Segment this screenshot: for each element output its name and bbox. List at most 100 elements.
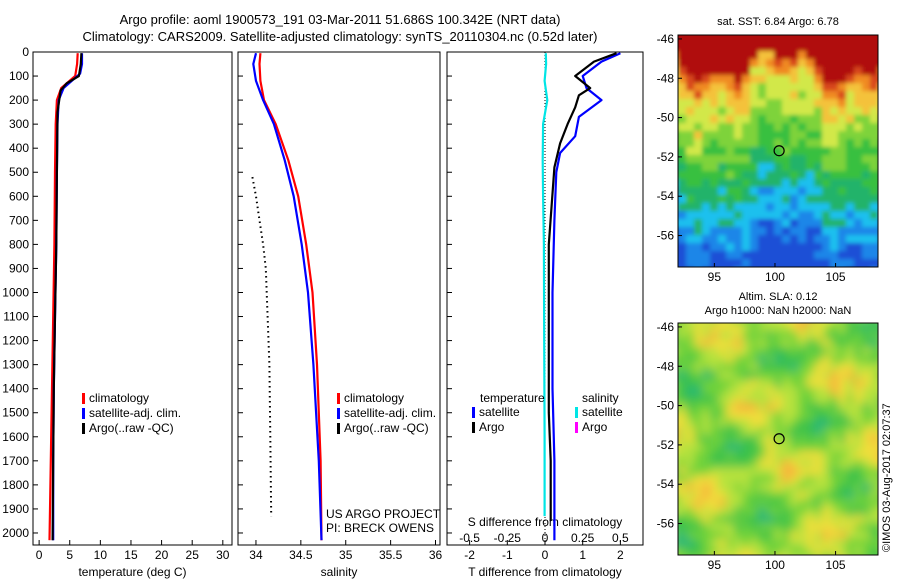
sla-cell	[846, 323, 855, 332]
sst-cell	[678, 163, 687, 172]
sst-cell	[838, 243, 847, 252]
sst-cell	[726, 163, 735, 172]
sla-cell	[694, 523, 703, 532]
sla-cell	[726, 507, 735, 516]
sla-cell	[830, 379, 839, 388]
sla-cell	[830, 403, 839, 412]
sst-cell	[838, 51, 847, 60]
map-x-tick-label: 95	[708, 558, 722, 572]
sst-cell	[822, 171, 831, 180]
sla-cell	[814, 331, 823, 340]
sla-cell	[782, 411, 791, 420]
sla-cell	[846, 347, 855, 356]
sla-cell	[814, 539, 823, 548]
sst-cell	[742, 59, 751, 68]
sst-cell	[878, 123, 887, 132]
sla-cell	[750, 339, 759, 348]
sla-cell	[742, 427, 751, 436]
sla-cell	[734, 555, 743, 564]
sst-cell	[862, 227, 871, 236]
sst-cell	[878, 139, 887, 148]
sla-cell	[718, 339, 727, 348]
sla-cell	[766, 355, 775, 364]
sst-cell	[878, 235, 887, 244]
sla-cell	[830, 507, 839, 516]
sla-cell	[750, 491, 759, 500]
sst-cell	[702, 131, 711, 140]
sst-cell	[862, 211, 871, 220]
sst-cell	[798, 179, 807, 188]
sst-cell	[678, 211, 687, 220]
sla-cell	[734, 371, 743, 380]
sla-cell	[782, 531, 791, 540]
sst-cell	[718, 115, 727, 124]
sla-cell	[774, 435, 783, 444]
sla-cell	[846, 355, 855, 364]
sst-cell	[870, 139, 878, 148]
sst-cell	[878, 259, 887, 268]
sla-cell	[766, 323, 775, 332]
sla-cell	[726, 531, 735, 540]
sst-cell	[870, 91, 878, 100]
sla-cell	[846, 427, 855, 436]
sla-cell	[678, 443, 687, 452]
sst-cell	[854, 259, 863, 267]
sst-cell	[702, 147, 711, 156]
sla-cell	[694, 379, 703, 388]
sla-cell	[798, 403, 807, 412]
sla-cell	[830, 475, 839, 484]
sst-cell	[870, 227, 878, 236]
sst-cell	[694, 171, 703, 180]
sla-cell	[782, 443, 791, 452]
sst-cell	[694, 155, 703, 164]
sla-cell	[846, 467, 855, 476]
sla-cell	[838, 371, 847, 380]
sst-cell	[814, 211, 823, 220]
sla-cell	[862, 331, 871, 340]
sla-cell	[838, 363, 847, 372]
sst-cell	[862, 171, 871, 180]
sla-cell	[702, 435, 711, 444]
sla-cell	[758, 515, 767, 524]
sst-cell	[870, 211, 878, 220]
sla-cell	[694, 475, 703, 484]
sst-cell	[830, 195, 839, 204]
sla-cell	[854, 499, 863, 508]
sla-cell	[686, 331, 695, 340]
sst-cell	[822, 83, 831, 92]
sst-cell	[710, 131, 719, 140]
sla-cell	[822, 355, 831, 364]
sst-cell	[726, 51, 735, 60]
sla-cell	[798, 555, 807, 564]
sst-cell	[710, 219, 719, 228]
sst-cell	[686, 163, 695, 172]
sst-cell	[790, 251, 799, 260]
sst-cell	[742, 203, 751, 212]
sst-cell	[766, 179, 775, 188]
sst-cell	[790, 195, 799, 204]
sst-cell	[798, 83, 807, 92]
sst-cell	[686, 91, 695, 100]
sla-cell	[718, 443, 727, 452]
sla-cell	[774, 539, 783, 548]
sla-cell	[846, 339, 855, 348]
sst-cell	[750, 99, 759, 108]
sst-cell	[790, 59, 799, 68]
sst-cell	[734, 83, 743, 92]
sst-cell	[878, 67, 887, 76]
sst-cell	[878, 211, 887, 220]
sst-cell	[758, 75, 767, 84]
sla-cell	[750, 451, 759, 460]
sla-cell	[774, 491, 783, 500]
sst-cell	[710, 67, 719, 76]
sla-cell	[710, 427, 719, 436]
sla-cell	[758, 507, 767, 516]
sst-cell	[870, 107, 878, 116]
sst-cell	[806, 43, 815, 52]
sst-cell	[670, 267, 679, 276]
sla-cell	[782, 403, 791, 412]
sla-cell	[718, 499, 727, 508]
sla-cell	[734, 347, 743, 356]
sla-cell	[854, 515, 863, 524]
sst-cell	[710, 139, 719, 148]
